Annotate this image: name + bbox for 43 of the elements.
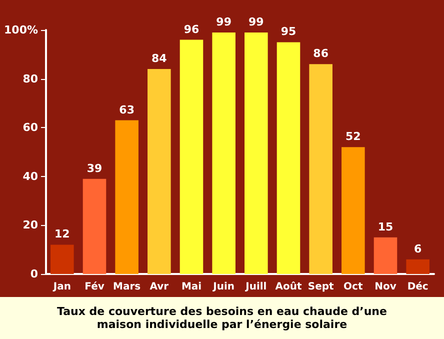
- bar: [342, 147, 365, 274]
- bar: [82, 178, 106, 274]
- x-tick-label: Mai: [181, 282, 202, 292]
- bar: [212, 32, 236, 274]
- bar: [50, 244, 74, 274]
- y-tick-label: 0: [30, 268, 38, 280]
- data-label: 63: [119, 103, 134, 116]
- y-tick-label: 60: [22, 121, 38, 134]
- x-tick-label: Août: [275, 282, 302, 292]
- bar: [115, 120, 138, 274]
- data-label: 84: [152, 52, 168, 66]
- bar: [148, 69, 171, 274]
- y-tick-label: 20: [22, 218, 38, 232]
- data-label: 6: [414, 242, 422, 256]
- x-tick-label: Jan: [52, 282, 71, 292]
- text: Taux de couverture des besoins en eau chaude d’une maison individuelle par l’énergie solaire: [0, 297, 444, 339]
- data-label: 12: [54, 228, 70, 241]
- y-tick-label: 40: [22, 170, 38, 183]
- x-tick-label: Juin: [212, 282, 235, 292]
- x-tick-label: Sept: [308, 282, 334, 292]
- data-label: 15: [378, 220, 394, 234]
- bar: [276, 42, 300, 274]
- bar: [374, 237, 398, 274]
- x-tick-label: Mars: [113, 282, 141, 292]
- bar: [309, 64, 332, 274]
- x-tick-label: Juill: [244, 282, 267, 292]
- bar: [244, 32, 268, 274]
- x-tick-label: Oct: [344, 282, 363, 292]
- x-tick-label: Avr: [150, 282, 169, 292]
- data-label: 86: [313, 47, 329, 60]
- x-tick-label: Fév: [84, 282, 105, 292]
- data-label: 99: [216, 15, 232, 28]
- x-tick-label: Nov: [374, 282, 397, 292]
- y-tick-label: 80: [22, 72, 38, 86]
- data-label: 52: [346, 130, 361, 144]
- data-label: 95: [280, 25, 296, 38]
- data-label: 99: [248, 15, 264, 28]
- bar: [406, 259, 430, 274]
- y-tick-label: 100%: [4, 24, 38, 36]
- bar: [180, 40, 204, 274]
- data-label: 39: [86, 162, 102, 175]
- data-label: 96: [184, 22, 200, 36]
- x-tick-label: Déc: [407, 282, 428, 292]
